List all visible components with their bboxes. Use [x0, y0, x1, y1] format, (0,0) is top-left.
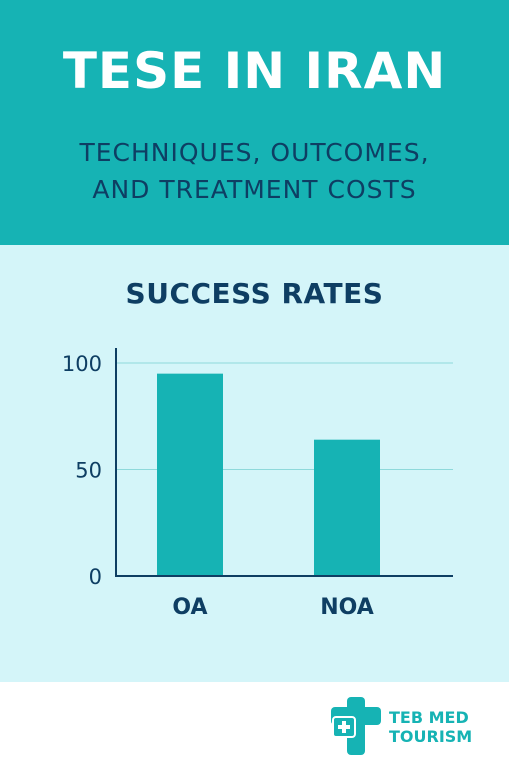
- brand-name-line-1: TEB MED: [389, 708, 469, 727]
- x-tick-label: OA: [172, 595, 207, 620]
- subtitle-line-1: TECHNIQUES, OUTCOMES,: [79, 138, 430, 167]
- chart-title: SUCCESS RATES: [125, 277, 384, 310]
- subtitle-line-2: AND TREATMENT COSTS: [92, 175, 417, 204]
- y-tick-label: 100: [62, 352, 102, 376]
- header-banner: [0, 0, 509, 245]
- page-title: TESE IN IRAN: [62, 42, 447, 100]
- bar-noa: [314, 439, 380, 576]
- brand-name-line-2: TOURISM: [389, 727, 473, 746]
- chart-panel: [0, 245, 509, 682]
- y-tick-label: 0: [89, 565, 102, 589]
- bar-oa: [157, 373, 223, 576]
- footer: [0, 682, 509, 763]
- success-rates-chart: 0 50 100 OA NOA: [62, 348, 453, 620]
- y-tick-label: 50: [75, 459, 102, 483]
- medical-cross-logo-icon: [331, 697, 381, 755]
- x-tick-label: NOA: [320, 595, 374, 620]
